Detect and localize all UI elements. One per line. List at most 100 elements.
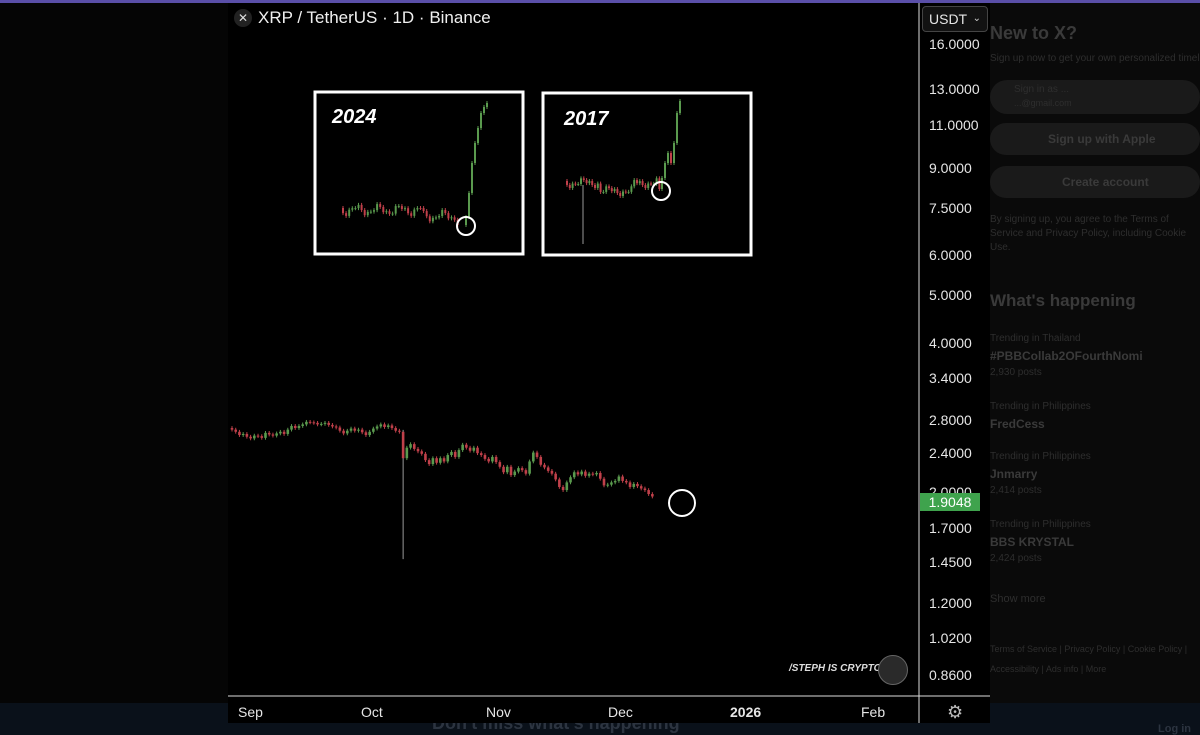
inset-2024-label: 2024: [331, 106, 377, 128]
inset-candle-body: [407, 208, 410, 214]
candle-body: [241, 433, 245, 436]
sidebar-subtitle: Sign up now to get your own personalized…: [990, 53, 1200, 64]
candle-body: [453, 451, 457, 457]
current-price-circle: [668, 489, 696, 517]
candle-body: [461, 444, 464, 451]
inset-candle-body: [385, 211, 388, 213]
inset-2024-frame: [313, 90, 525, 256]
create-account-button[interactable]: Create account: [990, 166, 1200, 198]
inset-candle-body: [450, 217, 453, 219]
candle-body: [431, 458, 435, 465]
chevron-down-icon: ⌄: [972, 13, 981, 24]
candle-body: [591, 473, 595, 475]
candle-body: [305, 421, 308, 425]
candle-body: [379, 424, 383, 427]
inset-candle-body: [348, 209, 351, 216]
candle-body: [394, 428, 397, 431]
candle-body: [386, 425, 390, 427]
inset-candle-body: [571, 183, 574, 188]
y-tick-label: 4.0000: [929, 335, 972, 351]
candle-body: [334, 426, 338, 428]
candle-body: [234, 429, 238, 432]
inset-candle-body: [641, 181, 644, 186]
candle-body: [565, 482, 569, 491]
candle-body: [647, 490, 650, 495]
trend-count: 2,414 posts: [990, 485, 1042, 496]
candle-body: [275, 433, 278, 436]
candle-body: [346, 430, 349, 434]
candle-body: [476, 447, 479, 454]
candle-body: [457, 450, 461, 457]
candle-body: [625, 480, 628, 483]
inset-candle-body: [360, 204, 363, 211]
trend-name: FredCess: [990, 417, 1045, 431]
candle-body: [610, 482, 613, 485]
inset-candle-body: [644, 185, 647, 188]
candle-body: [368, 431, 371, 436]
candle-body: [442, 458, 446, 462]
candle-body: [532, 452, 535, 462]
google-signin-label: Sign in as ...: [1014, 84, 1070, 95]
inset-candle-body: [345, 213, 348, 216]
google-signin-button[interactable]: Sign in as ... ...@gmail.com: [990, 80, 1200, 114]
inset-candle-body: [633, 180, 636, 187]
candle-body: [465, 444, 468, 448]
candle-body: [390, 425, 394, 429]
candle-body: [546, 467, 550, 471]
x-sidebar: New to X? Sign up now to get your own pe…: [990, 3, 1200, 703]
watermark-text: /STEPH IS CRYPTO: [789, 663, 882, 674]
inset-2017-frame: [541, 91, 753, 257]
apple-signup-button[interactable]: Sign up with Apple: [990, 123, 1200, 155]
inset-2017: 2017: [541, 91, 753, 257]
inset-candle-body: [388, 211, 391, 214]
inset-candle-body: [568, 184, 571, 188]
candle-body: [249, 436, 252, 439]
inset-candle-body: [397, 206, 400, 208]
inset-candle-body: [627, 191, 630, 193]
candle-body: [256, 435, 260, 437]
sidebar-heading: New to X?: [990, 23, 1078, 43]
currency-value: USDT: [929, 11, 968, 27]
inset-candle-body: [453, 217, 456, 220]
candle-body: [331, 424, 334, 427]
y-tick-label: 1.7000: [929, 520, 972, 536]
inset-candle-body: [373, 210, 375, 212]
inset-candle-body: [676, 113, 678, 143]
candle-body: [569, 477, 572, 483]
inset-candle-body: [394, 206, 397, 214]
candle-body: [628, 482, 632, 487]
inset-candle-body: [483, 107, 485, 113]
candle-body: [602, 478, 606, 486]
gear-icon[interactable]: ⚙: [947, 702, 964, 722]
trend-name: BBS KRYSTAL: [990, 535, 1074, 549]
inset-candle-body: [616, 189, 619, 194]
inset-candle-body: [577, 183, 580, 185]
inset-2017-label: 2017: [563, 108, 609, 130]
candle-body: [509, 466, 513, 476]
inset-candle-body: [435, 217, 437, 219]
candle-body: [353, 428, 357, 431]
candle-body: [297, 425, 301, 429]
candle-body: [412, 444, 416, 449]
price-chart[interactable]: 2024 2017: [228, 3, 990, 723]
candle-body: [502, 466, 505, 473]
currency-select[interactable]: USDT ⌄: [922, 6, 988, 32]
show-more-link[interactable]: Show more: [990, 593, 1046, 605]
chart-title-text: XRP / TetherUS · 1D · Binance: [258, 8, 491, 27]
trend-context: Trending in Philippines: [990, 401, 1091, 412]
inset-candle-body: [413, 209, 416, 216]
candle-body: [230, 428, 234, 430]
candle-body: [375, 426, 379, 429]
inset-candle-body: [342, 208, 344, 214]
inset-candle-body: [431, 217, 434, 222]
candle-body: [319, 423, 323, 425]
banner-login[interactable]: Log in: [1158, 723, 1191, 735]
footer-links[interactable]: Terms of Service | Privacy Policy | Cook…: [990, 644, 1188, 674]
last-price-tag: 1.9048: [920, 493, 980, 511]
inset-2024-circle: [456, 216, 476, 236]
trend-name: #PBBCollab2OFourthNomi: [990, 349, 1143, 363]
inset-candle-body: [369, 211, 372, 213]
candle-body: [424, 453, 427, 461]
inset-candle-body: [468, 193, 470, 217]
candle-body: [621, 476, 624, 481]
